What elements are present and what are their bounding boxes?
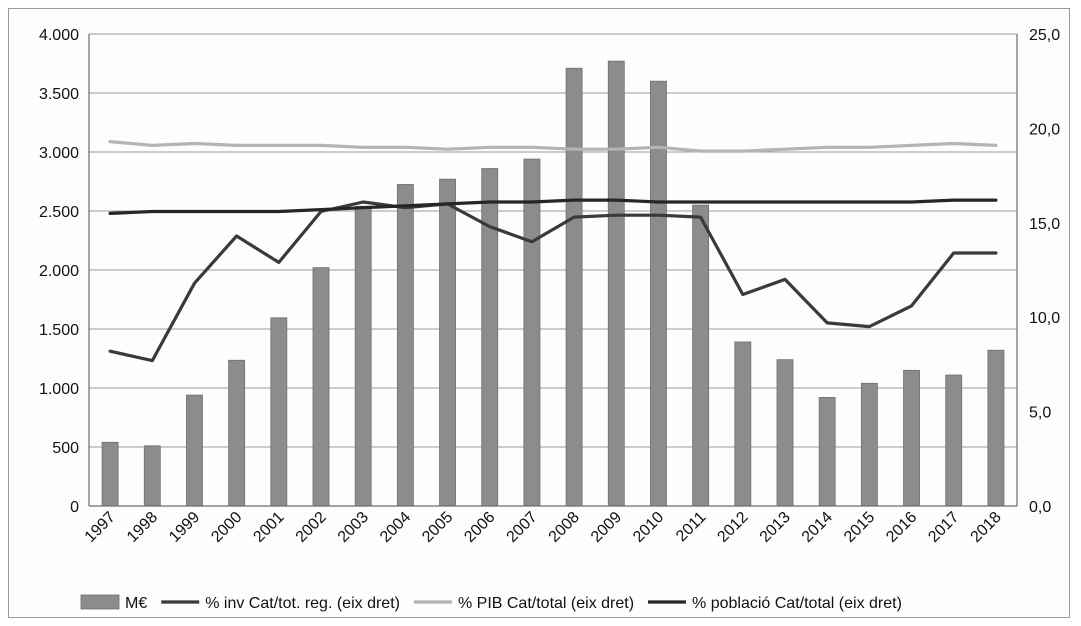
left-axis-tick-label: 0	[70, 499, 79, 516]
x-axis-tick-label: 1997	[82, 509, 119, 546]
left-axis-tick-label: 2.000	[39, 263, 79, 280]
line-series-1	[108, 200, 998, 363]
bar-series	[101, 60, 1005, 507]
x-axis-tick-label: 2011	[673, 509, 709, 545]
bar-2014	[818, 397, 836, 507]
bar-2008	[565, 67, 583, 507]
x-axis-tick-label: 2005	[419, 509, 456, 546]
left-axis-tick-label: 2.500	[39, 204, 79, 221]
bar-2002	[312, 267, 330, 507]
x-axis-tick-label: 2009	[588, 509, 625, 546]
left-axis-tick-label: 3.500	[39, 86, 79, 103]
x-axis-tick-label: 2015	[841, 509, 878, 546]
bar-2005	[439, 178, 456, 507]
legend-label: % població Cat/total (eix dret)	[692, 595, 902, 612]
left-axis-tick-label: 1.000	[39, 381, 79, 398]
bar-2013	[776, 359, 794, 507]
x-axis-tick-label: 2010	[630, 509, 667, 546]
left-axis-tick-label: 3.000	[39, 145, 79, 162]
bar-1999	[186, 394, 203, 507]
x-axis-tick-label: 2002	[293, 509, 330, 546]
x-axis-tick-label: 2013	[757, 509, 794, 546]
x-axis-tick-label: 2012	[714, 509, 751, 546]
bar-1998	[143, 445, 161, 507]
bar-2015	[860, 382, 878, 507]
bar-2000	[228, 359, 246, 507]
legend-swatch-bar	[80, 594, 120, 610]
chart-canvas: 0 500 1.000 1.500 2.000 2.500 3.000 3.500 4.000 0…	[39, 27, 1060, 612]
x-axis-tick-label: 1998	[124, 509, 161, 546]
bar-2001	[270, 317, 288, 507]
grid-lines	[89, 33, 1017, 507]
line-series-3	[108, 198, 998, 215]
bar-2012	[734, 341, 752, 507]
bar-2017	[945, 374, 963, 507]
chart-frame: 0 500 1.000 1.500 2.000 2.500 3.000 3.500 4.000 0…	[8, 8, 1070, 618]
bar-2007	[523, 158, 541, 507]
right-axis-tick-label: 0,0	[1029, 499, 1051, 516]
x-axis-tick-label: 2007	[504, 509, 541, 546]
x-axis-tick-label: 2001	[250, 509, 287, 546]
bar-2003	[354, 205, 372, 507]
x-axis-tick-label: 2006	[461, 509, 498, 546]
x-axis-tick-label: 2016	[883, 509, 920, 546]
right-axis-tick-label: 25,0	[1029, 27, 1060, 44]
bar-2009	[607, 60, 625, 507]
x-axis-tick-label: 2003	[335, 509, 372, 546]
bar-2018	[987, 349, 1005, 507]
right-axis-tick-label: 5,0	[1029, 405, 1051, 422]
right-axis-tick-label: 15,0	[1029, 216, 1060, 233]
bar-2006	[481, 168, 499, 507]
right-axis-tick-label: 20,0	[1029, 121, 1060, 138]
x-axis-tick-label: 2004	[377, 509, 414, 546]
x-axis-tick-label: 2000	[208, 509, 245, 546]
x-axis-tick-label: 2018	[968, 509, 1005, 546]
left-axis-tick-label: 1.500	[39, 322, 79, 339]
legend: M€ % inv Cat/tot. reg. (eix dret) % PIB Ca…	[80, 594, 902, 612]
left-axis-tick-label: 500	[52, 440, 79, 457]
line-series-2	[108, 140, 998, 153]
x-axis-tick-label: 2017	[925, 509, 962, 546]
x-axis-tick-label: 2008	[546, 509, 583, 546]
x-axis-tick-label: 1999	[166, 509, 203, 546]
right-axis-tick-label: 10,0	[1029, 310, 1060, 327]
bar-2011	[692, 204, 710, 507]
legend-label: % PIB Cat/total (eix dret)	[458, 595, 634, 612]
line-series	[108, 140, 998, 363]
bar-2016	[903, 369, 920, 507]
bar-1997	[101, 441, 119, 507]
left-axis-tick-label: 4.000	[39, 27, 79, 44]
x-axis-tick-label: 2014	[799, 509, 836, 546]
bar-2010	[650, 80, 667, 507]
legend-label: M€	[125, 595, 147, 612]
legend-label: % inv Cat/tot. reg. (eix dret)	[205, 595, 400, 612]
bar-2004	[396, 184, 414, 507]
